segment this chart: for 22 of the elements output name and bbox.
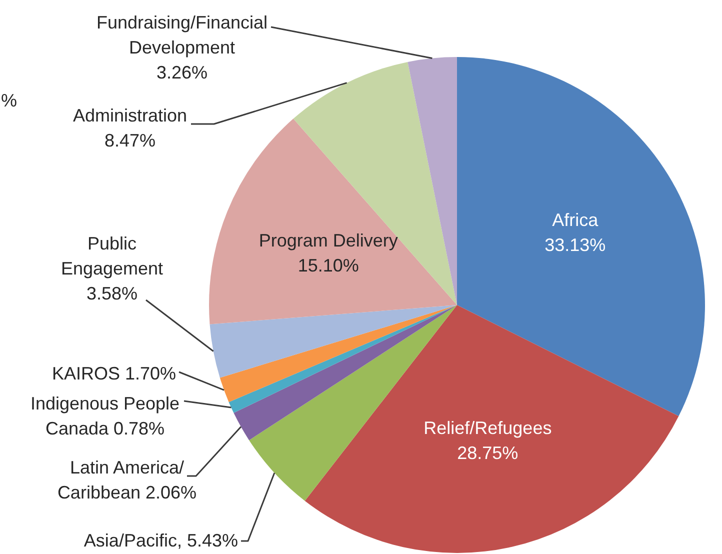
- slice-label: Program Delivery: [258, 230, 398, 250]
- slice-label: Asia/Pacific, 5.43%: [84, 530, 238, 550]
- pie-slice: [457, 57, 705, 416]
- data-label: 8.47%: [104, 130, 156, 150]
- data-label: 3.58%: [86, 283, 138, 304]
- pie-slice: [304, 305, 679, 553]
- pie-slice: [209, 118, 457, 324]
- data-label: 3.26%: [156, 62, 208, 82]
- data-label: 33.13%: [544, 234, 606, 255]
- slice-label: Latin America/Caribbean 2.06%: [57, 457, 197, 502]
- pie-slice: [408, 57, 457, 305]
- slice-label: Fundraising/Financial Development: [96, 12, 268, 58]
- slice-label: Indigenous People Canada 0.78%: [30, 393, 180, 438]
- data-label: 28.75%: [457, 443, 518, 464]
- slice-label: Administration: [72, 105, 188, 126]
- text: %: [1, 90, 18, 110]
- slice-label: KAIROS 1.70%: [52, 363, 176, 384]
- data-label: 15.10%: [298, 255, 359, 276]
- slice-label: Africa: [552, 210, 600, 230]
- pie-slice: [210, 305, 457, 378]
- slice-label: Relief/Refugees: [424, 418, 552, 438]
- slice-label: Public Engagement: [60, 233, 164, 278]
